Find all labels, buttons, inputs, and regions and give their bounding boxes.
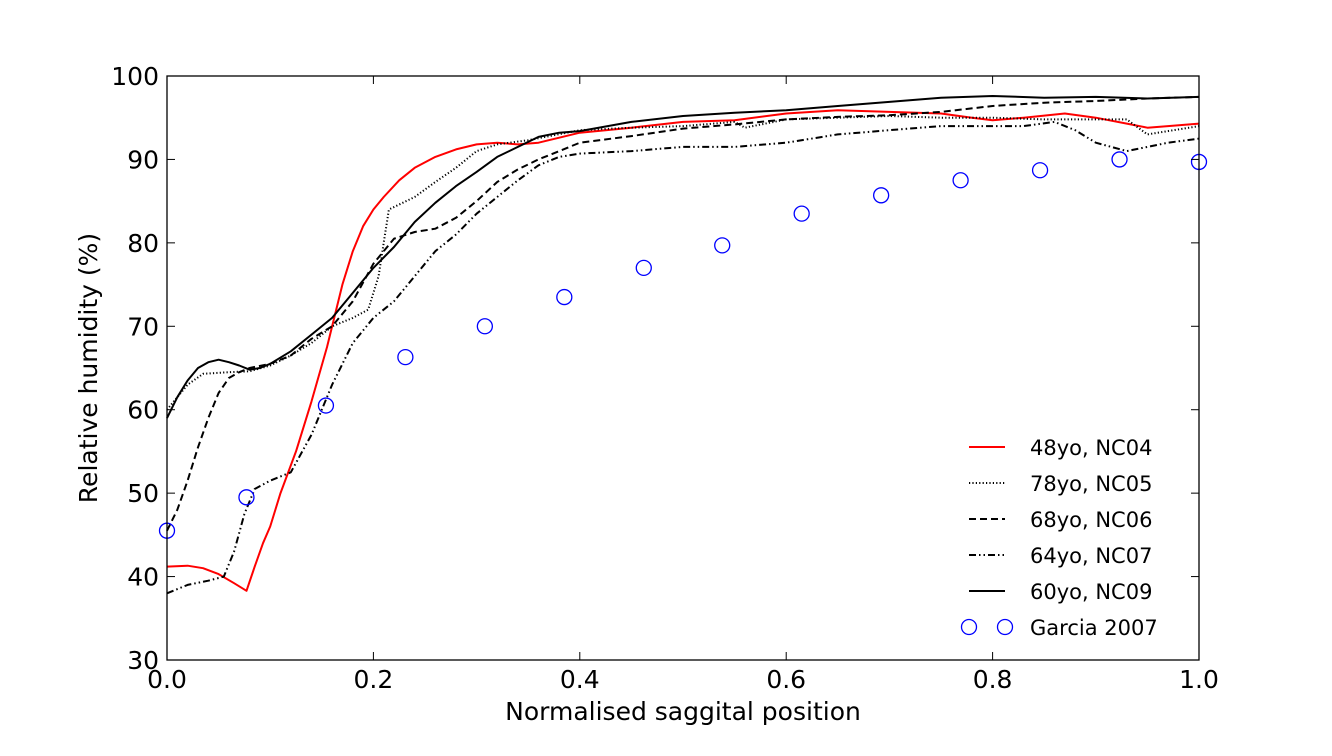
y-axis-label: Relative humidity (%) xyxy=(74,233,103,503)
y-tick-label: 30 xyxy=(127,646,159,675)
series-layer xyxy=(158,95,1208,595)
series-line-64yo-nc07 xyxy=(166,120,1200,595)
legend-label: 60yo, NC09 xyxy=(1030,580,1152,604)
y-tick-label: 80 xyxy=(127,229,159,258)
legend-marker xyxy=(960,618,978,636)
legend-marker xyxy=(996,618,1014,636)
garcia-2007-point xyxy=(1111,151,1128,168)
legend-label: 68yo, NC06 xyxy=(1030,508,1152,532)
garcia-2007-point xyxy=(476,318,494,335)
legend: 48yo, NC04 78yo, NC05 68yo, NC06 64yo, NC07… xyxy=(960,436,1158,640)
garcia-2007-point xyxy=(317,397,335,414)
x-tick-label: 0.6 xyxy=(766,665,806,694)
x-tick-label: 0.2 xyxy=(354,665,394,694)
garcia-2007-point xyxy=(714,237,731,254)
x-tick-label: 1.0 xyxy=(1179,665,1219,694)
series-line-60yo-nc09 xyxy=(166,95,1200,419)
garcia-2007-point xyxy=(952,172,969,189)
y-tick-label: 60 xyxy=(127,396,159,425)
garcia-2007-point xyxy=(238,489,255,506)
plot-frame xyxy=(166,75,1200,661)
legend-label: Garcia 2007 xyxy=(1030,616,1158,640)
y-tick-label: 70 xyxy=(127,312,159,341)
y-tick-label: 40 xyxy=(127,563,159,592)
series-line-48yo-nc04 xyxy=(166,109,1200,592)
x-tick-label: 0.0 xyxy=(147,665,187,694)
y-tick-label: 50 xyxy=(127,479,159,508)
x-tick-label: 0.4 xyxy=(560,665,600,694)
legend-label: 48yo, NC04 xyxy=(1030,436,1152,460)
x-tick-label: 0.8 xyxy=(973,665,1013,694)
legend-label: 78yo, NC05 xyxy=(1030,472,1152,496)
series-line-68yo-nc06 xyxy=(166,95,1200,532)
y-tick-label: 90 xyxy=(127,145,159,174)
garcia-2007-point xyxy=(556,288,573,306)
garcia-2007-point xyxy=(872,187,890,204)
y-tick-label: 100 xyxy=(111,62,159,91)
ticks-layer: 0.0 0.2 0.4 0.6 0.8 1.0 30 40 50 60 70 80 90 100 xyxy=(111,62,1219,694)
garcia-2007-point xyxy=(397,349,414,366)
garcia-2007-point xyxy=(635,259,652,277)
garcia-2007-point xyxy=(793,205,810,222)
garcia-2007-point xyxy=(1031,162,1049,179)
legend-label: 64yo, NC07 xyxy=(1030,544,1152,568)
x-axis-label: Normalised saggital position xyxy=(505,697,861,726)
